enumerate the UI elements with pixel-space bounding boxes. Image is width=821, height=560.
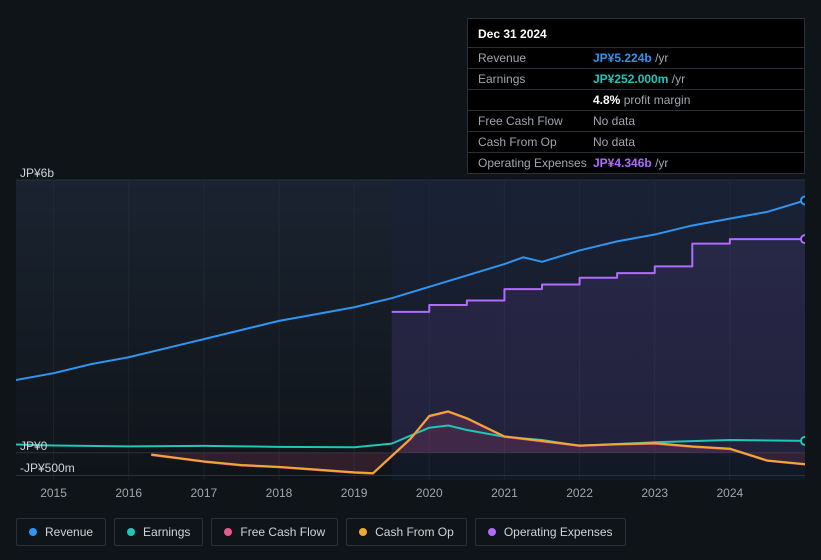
legend-item-opex[interactable]: Operating Expenses <box>475 518 626 546</box>
tooltip-value: No data <box>593 114 635 128</box>
tooltip-row-cfo: Cash From Op No data <box>468 132 804 153</box>
x-axis-label: 2024 <box>716 486 743 500</box>
y-axis-label: -JP¥500m <box>20 461 75 475</box>
tooltip-row-earnings: Earnings JP¥252.000m /yr <box>468 69 804 90</box>
legend-label: Free Cash Flow <box>240 525 325 539</box>
tooltip-label: Cash From Op <box>478 135 593 149</box>
tooltip-row-fcf: Free Cash Flow No data <box>468 111 804 132</box>
x-axis-label: 2017 <box>190 486 217 500</box>
legend-dot <box>359 528 367 536</box>
tooltip-row-revenue: Revenue JP¥5.224b /yr <box>468 48 804 69</box>
y-axis-label: JP¥0 <box>20 439 47 453</box>
x-axis-label: 2022 <box>566 486 593 500</box>
tooltip-label: Earnings <box>478 72 593 86</box>
legend-item-cfo[interactable]: Cash From Op <box>346 518 467 546</box>
tooltip-panel: Dec 31 2024 Revenue JP¥5.224b /yr Earnin… <box>467 18 805 174</box>
x-axis-label: 2015 <box>40 486 67 500</box>
x-axis-label: 2018 <box>266 486 293 500</box>
tooltip-value: JP¥5.224b /yr <box>593 51 668 65</box>
tooltip-margin: 4.8% profit margin <box>468 90 804 111</box>
legend-dot <box>224 528 232 536</box>
tooltip-label: Free Cash Flow <box>478 114 593 128</box>
legend-item-earnings[interactable]: Earnings <box>114 518 203 546</box>
y-axis-label: JP¥6b <box>20 166 54 180</box>
tooltip-date: Dec 31 2024 <box>468 19 804 48</box>
x-axis-label: 2016 <box>115 486 142 500</box>
legend-dot <box>488 528 496 536</box>
legend-item-fcf[interactable]: Free Cash Flow <box>211 518 338 546</box>
legend-label: Cash From Op <box>375 525 454 539</box>
legend-label: Revenue <box>45 525 93 539</box>
x-axis-label: 2019 <box>341 486 368 500</box>
legend-item-revenue[interactable]: Revenue <box>16 518 106 546</box>
legend-dot <box>127 528 135 536</box>
x-axis-label: 2023 <box>641 486 668 500</box>
chart-svg <box>16 160 805 510</box>
legend: Revenue Earnings Free Cash Flow Cash Fro… <box>16 518 626 546</box>
tooltip-value: No data <box>593 135 635 149</box>
tooltip-label: Revenue <box>478 51 593 65</box>
legend-label: Earnings <box>143 525 190 539</box>
x-axis-label: 2020 <box>416 486 443 500</box>
x-axis-label: 2021 <box>491 486 518 500</box>
legend-dot <box>29 528 37 536</box>
tooltip-value: JP¥252.000m /yr <box>593 72 685 86</box>
legend-label: Operating Expenses <box>504 525 613 539</box>
chart-area[interactable]: JP¥6b JP¥0 -JP¥500m 2015 2016 2017 2018 2019 202… <box>16 160 805 510</box>
